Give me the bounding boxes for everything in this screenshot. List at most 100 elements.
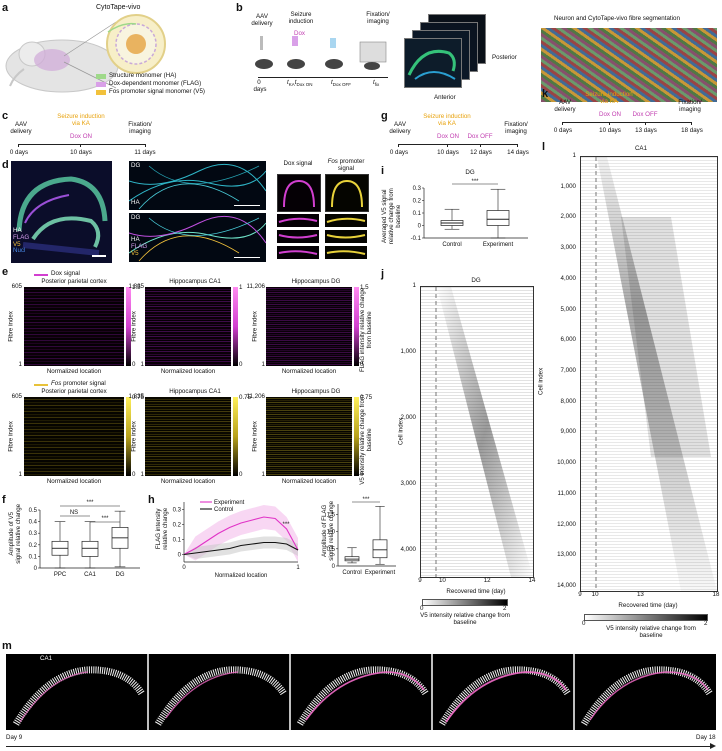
g-tick xyxy=(447,144,448,147)
m-frame xyxy=(438,666,571,726)
l-cbar-label: V5 intensity relative change from baseli… xyxy=(606,625,696,639)
channel-ha: HA xyxy=(131,236,140,243)
g-tick-label: 12 days xyxy=(470,149,492,156)
j-cbar xyxy=(422,599,508,606)
e-cbar-top: 1 xyxy=(239,284,243,291)
l-y-tick-label: 8,000 xyxy=(560,397,576,405)
panel-label-e: e xyxy=(2,266,9,278)
x-tick-label: Experiment xyxy=(365,570,396,576)
panel-label-a: a xyxy=(2,2,9,14)
e-region-title: Hippocampus DG xyxy=(291,278,341,285)
l-x-tick-label: 9 xyxy=(578,591,582,598)
e-ymax: 11,206 xyxy=(246,283,265,290)
g-tick-label: 14 days xyxy=(507,149,529,156)
channel-v5: V5 xyxy=(13,240,21,248)
channel-nucl: Nucl xyxy=(13,247,26,255)
y-tick-label: 0.2 xyxy=(29,543,38,549)
k-axis xyxy=(562,122,692,123)
e-ymax: 605 xyxy=(11,393,22,400)
l-x-tick-label: 10 xyxy=(591,591,599,598)
k-tick-label: 0 days xyxy=(553,127,573,134)
legend-swatch xyxy=(96,90,106,95)
fos-crop xyxy=(325,174,369,212)
dox-crop xyxy=(277,214,319,227)
channel-flag: FLAG xyxy=(131,242,148,250)
a-title: CytoTape-vivo xyxy=(96,4,141,11)
b-t-ka: tKAtDox ON xyxy=(287,79,313,88)
e-region-title: Hippocampus CA1 xyxy=(169,278,221,285)
c-tick xyxy=(80,144,81,147)
l-y-tick-label: 11,000 xyxy=(557,489,576,497)
b-t-doxoff: tDox OFF xyxy=(331,79,351,88)
l-heatmap xyxy=(580,156,718,592)
c-tick xyxy=(18,144,19,147)
g-doxon: Dox ON xyxy=(436,133,459,140)
b-t0: 0 xyxy=(257,79,261,86)
l-y-tick-label: 1 xyxy=(572,152,576,160)
b-mice-illustration xyxy=(255,36,387,70)
c-tick-label: 0 days xyxy=(9,149,29,156)
y-tick-label: 0 xyxy=(332,564,336,570)
j-cbar-tick: 0 xyxy=(420,605,424,612)
y-tick-label: 0.3 xyxy=(173,508,182,514)
x-tick-label: CA1 xyxy=(84,572,96,578)
c-tick xyxy=(145,144,146,147)
b-t0-unit: days xyxy=(253,86,267,93)
m-time-arrow xyxy=(6,746,712,747)
e-cbar-title-dox: FLAG intensity relative change from base… xyxy=(359,287,373,372)
b-step-seizure: Seizure induction xyxy=(288,11,314,25)
c-tick-label: 11 days xyxy=(134,149,156,156)
k-tick-label: 13 days xyxy=(635,127,657,134)
e-cbar-bot: 0 xyxy=(132,361,136,368)
e-cbar-title-fos: V5 intensity relative change from baseli… xyxy=(359,394,373,485)
channel-flag: FLAG xyxy=(13,233,30,241)
sig-label: *** xyxy=(282,522,290,528)
y-tick-label: 0.1 xyxy=(173,538,182,544)
channel-v5: V5 xyxy=(131,249,139,257)
d-fos-crops xyxy=(325,174,369,262)
g-fix: Fixation/ imaging xyxy=(504,121,528,135)
panel-label-l: l xyxy=(542,141,546,153)
j-cbar-label: V5 intensity relative change from baseli… xyxy=(420,612,510,626)
fos-crop xyxy=(325,214,367,227)
y-tick-label: 0.4 xyxy=(29,520,38,526)
d-dg-ha-image xyxy=(129,161,266,210)
x-axis-label: Normalized location xyxy=(215,573,268,579)
e-fos-legend-line xyxy=(34,384,48,386)
f-ylabel: Amplitude of V5 signal relative change xyxy=(8,503,22,564)
g-tick xyxy=(398,144,399,147)
panel-label-b: b xyxy=(236,2,243,14)
h-ylabel: FLAG intensity relative change xyxy=(155,507,169,550)
e-ymax: 605 xyxy=(11,283,22,290)
legend-label: Structure monomer (HA) xyxy=(109,72,177,79)
ns-label: NS xyxy=(70,510,78,516)
g-tick-label: 10 days xyxy=(437,149,459,156)
channel-ha: HA xyxy=(13,227,22,234)
legend-label: Experiment xyxy=(214,500,245,506)
j-xlabel: Recovered time (day) xyxy=(446,588,506,595)
e-heatmap-fos-ca1 xyxy=(145,397,231,476)
k-tick-label: 10 days xyxy=(599,127,621,134)
panel-label-j: j xyxy=(381,268,385,280)
l-y-tick-label: 5,000 xyxy=(560,305,576,313)
e-ymin: 1 xyxy=(140,471,144,478)
c-doxon: Dox ON xyxy=(69,133,92,140)
l-y-tick-label: 1,000 xyxy=(560,182,576,190)
j-heatmap xyxy=(420,286,534,578)
e-ymin: 1 xyxy=(261,471,265,478)
l-x-tick-label: 13 xyxy=(636,591,644,598)
section-slice xyxy=(404,38,462,88)
panel-label-g: g xyxy=(381,110,388,122)
l-cbar xyxy=(584,614,708,621)
e-ylabel: Fibre index xyxy=(7,311,15,342)
d-hippocampus-image xyxy=(11,161,112,263)
b-seg-title: Neuron and CytoTape-vivo fibre segmentat… xyxy=(554,15,680,22)
panel-label-d: d xyxy=(2,159,9,171)
x-tick-label: DG xyxy=(116,572,125,578)
sig-label: *** xyxy=(86,500,94,506)
g-doxoff: Dox OFF xyxy=(467,133,493,140)
b-axis xyxy=(258,77,388,78)
b-section-stack xyxy=(400,14,492,100)
k-tick xyxy=(609,122,610,125)
d-dox-title: Dox signal xyxy=(283,160,313,167)
